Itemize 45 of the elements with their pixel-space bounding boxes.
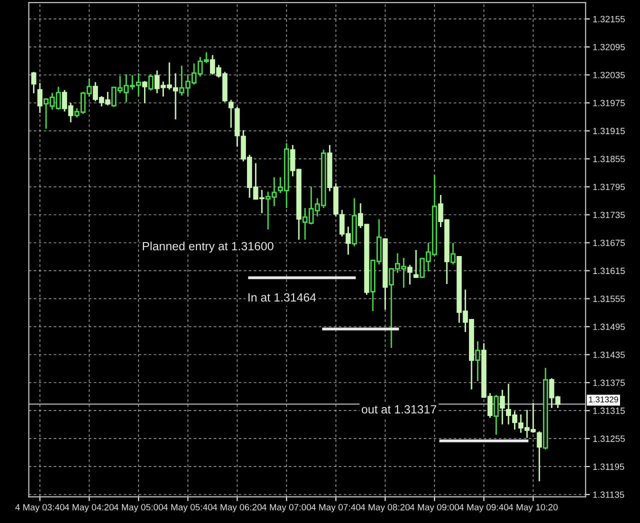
y-tick-label: 1.31615: [593, 268, 625, 274]
candlestick: [407, 264, 412, 284]
y-tick-label: 1.31375: [593, 380, 625, 386]
candlestick: [37, 83, 42, 113]
candlestick: [536, 431, 542, 482]
candlestick: [142, 81, 148, 104]
x-tick-label: 4 May 06:20: [212, 504, 262, 512]
annotation: In at 1.31464: [248, 293, 316, 302]
annotation: Planned entry at 1.31600: [142, 242, 274, 253]
x-tick-label: 4 May 05:00: [114, 504, 164, 512]
y-tick-label: 1.31255: [593, 436, 625, 442]
y-tick-label: 1.31135: [593, 491, 624, 498]
x-tick-label: 4 May 08:20: [360, 504, 410, 512]
x-tick-label: 4 May 07:40: [311, 504, 360, 512]
annotation: out at 1.31317: [362, 405, 436, 414]
y-tick-label: 1.32095: [593, 44, 625, 50]
candlestick: [494, 394, 499, 435]
candlestick: [475, 341, 480, 381]
y-tick-label: 1.32035: [593, 72, 625, 78]
y-tick-label: 1.31675: [593, 240, 625, 246]
x-tick-label: 4 May 07:00: [262, 504, 312, 512]
y-tick-label: 1.31915: [593, 128, 625, 134]
y-tick-label: 1.31195: [593, 464, 624, 470]
y-tick-label: 1.31495: [593, 324, 625, 330]
candlestick: [500, 390, 505, 424]
y-tick-label: 1.31795: [593, 184, 625, 190]
x-tick-label: 4 May 09:00: [410, 504, 460, 512]
candlestick: [413, 250, 419, 278]
candlestick: [228, 100, 234, 128]
x-tick-label: 4 May 05:40: [163, 504, 212, 512]
ref-line-label: 1.31329: [589, 396, 618, 402]
candlestick: [148, 74, 154, 90]
candlestick: [31, 72, 36, 94]
y-tick-label: 1.31555: [593, 296, 625, 302]
x-tick-label: 4 May 10:20: [508, 504, 558, 512]
y-tick-label: 1.31975: [593, 100, 625, 106]
y-tick-label: 1.31435: [593, 352, 625, 358]
candlestick: [450, 242, 456, 264]
y-tick-label: 1.31735: [593, 212, 625, 218]
y-tick-label: 1.31855: [593, 156, 625, 162]
y-tick-label: 1.32155: [593, 16, 625, 22]
x-tick-label: 4 May 09:40: [459, 504, 508, 512]
y-tick-label: 1.31315: [593, 408, 625, 414]
x-tick-label: 4 May 04:20: [64, 504, 114, 512]
x-tick-label: 4 May 03:40: [15, 504, 64, 512]
